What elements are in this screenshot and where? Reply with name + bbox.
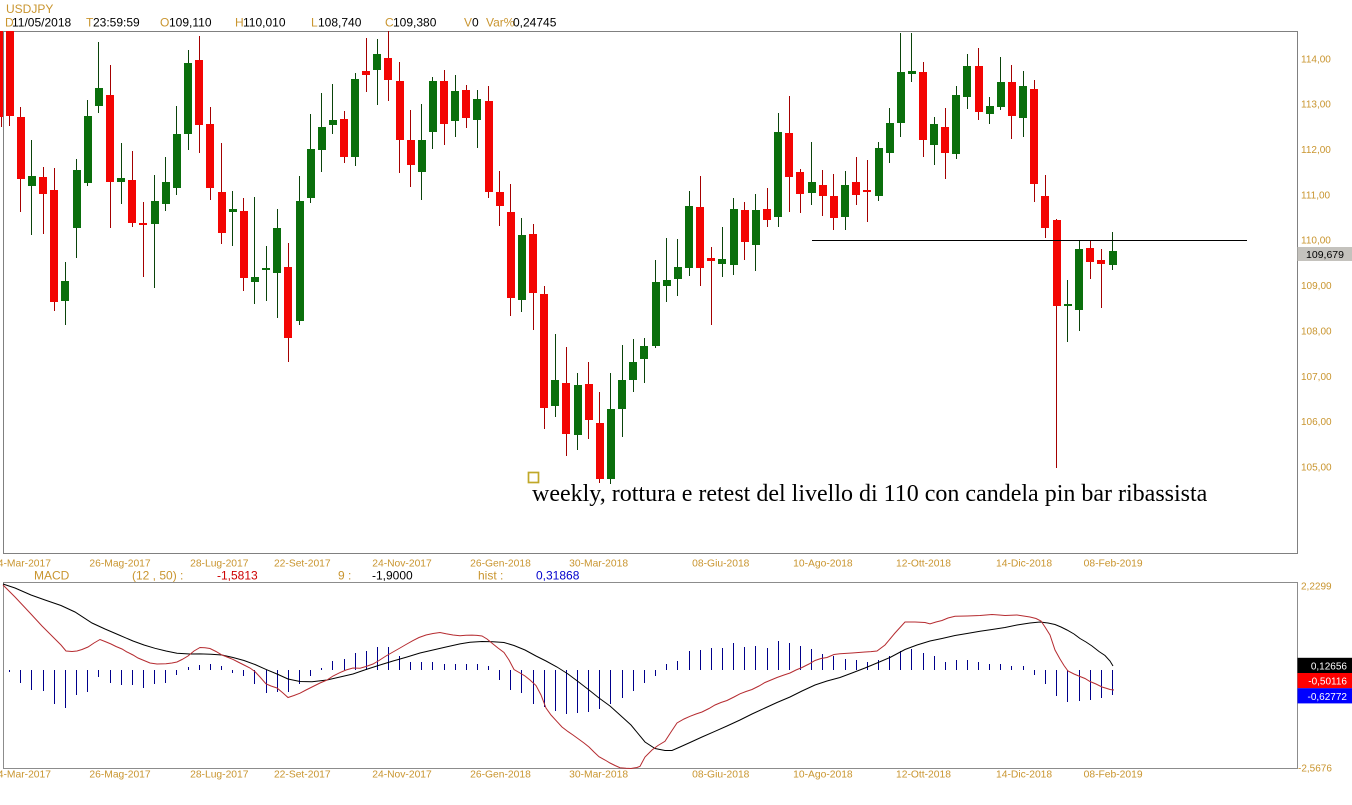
svg-text:106,00: 106,00: [1301, 417, 1332, 428]
svg-text:-2,5676: -2,5676: [1298, 764, 1332, 775]
svg-text:105,00: 105,00: [1301, 462, 1332, 473]
svg-text:114,00: 114,00: [1301, 54, 1331, 65]
svg-text:112,00: 112,00: [1301, 145, 1331, 156]
svg-text:2,2299: 2,2299: [1301, 582, 1332, 593]
svg-text:113,00: 113,00: [1301, 100, 1331, 111]
svg-text:109,00: 109,00: [1301, 281, 1332, 292]
svg-text:108,00: 108,00: [1301, 326, 1332, 337]
svg-text:0,12656: 0,12656: [1311, 661, 1348, 672]
svg-text:USDJPY: USDJPY: [6, 2, 53, 16]
svg-text:-0,62772: -0,62772: [1308, 692, 1348, 703]
svg-text:110,00: 110,00: [1301, 236, 1331, 247]
svg-text:weekly, rottura e retest del l: weekly, rottura e retest del livello di …: [532, 481, 1208, 507]
svg-text:107,00: 107,00: [1301, 372, 1332, 383]
svg-text:-0,50116: -0,50116: [1308, 677, 1347, 688]
svg-text:109,679: 109,679: [1306, 249, 1344, 261]
svg-text:111,00: 111,00: [1301, 190, 1331, 201]
